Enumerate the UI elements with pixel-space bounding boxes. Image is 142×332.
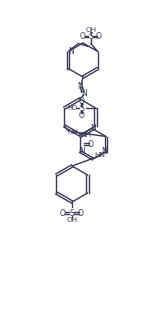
Text: N: N	[68, 47, 74, 56]
Text: N: N	[77, 81, 83, 91]
Text: O: O	[79, 97, 84, 106]
Text: O: O	[88, 139, 94, 148]
Text: N: N	[81, 89, 87, 98]
Text: O: O	[78, 208, 84, 217]
Text: N: N	[79, 147, 85, 156]
Text: HO: HO	[68, 105, 78, 111]
Text: OH: OH	[85, 27, 96, 33]
Text: O: O	[60, 208, 66, 217]
Text: NH: NH	[67, 129, 78, 135]
Text: O: O	[96, 32, 102, 41]
Text: NH: NH	[81, 131, 91, 137]
Text: HN: HN	[94, 151, 106, 157]
Text: S: S	[88, 32, 93, 41]
Text: OH: OH	[66, 217, 78, 223]
Text: N: N	[90, 124, 96, 132]
Text: O: O	[80, 32, 86, 41]
Text: S: S	[70, 208, 74, 217]
Text: S: S	[79, 104, 84, 113]
Text: O: O	[79, 111, 84, 120]
Text: N: N	[101, 147, 107, 156]
